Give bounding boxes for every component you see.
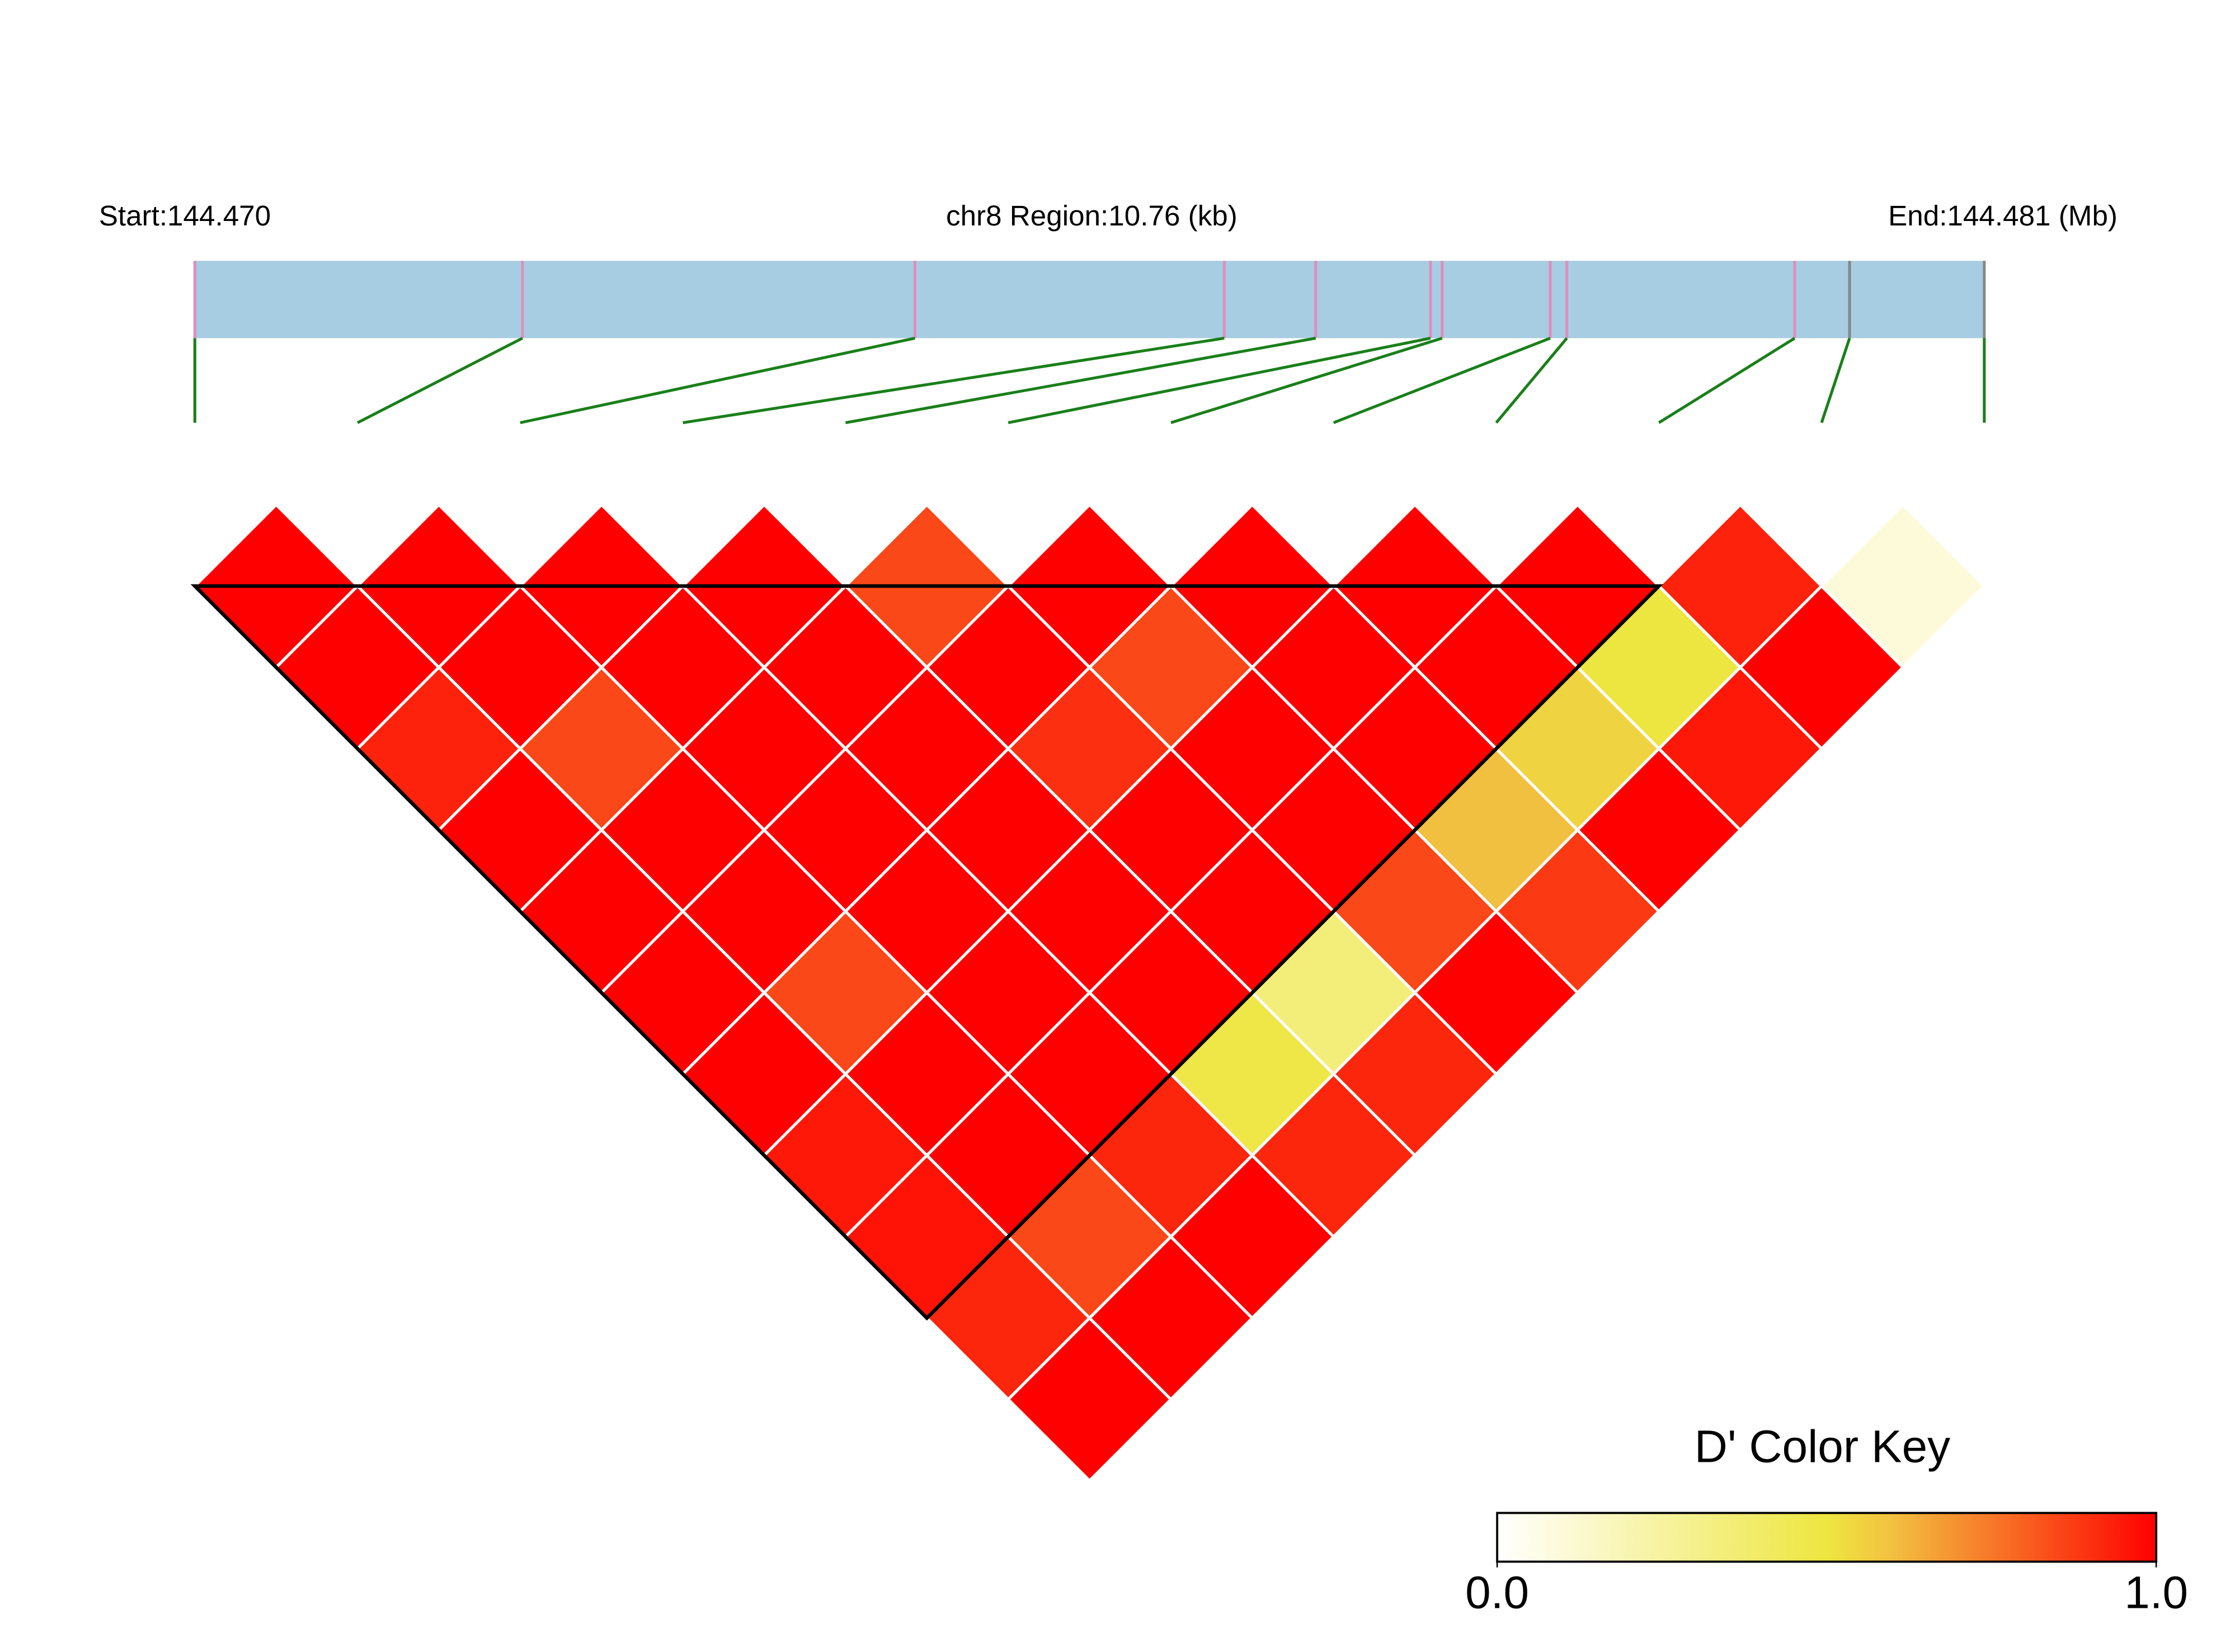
snp-connector: [520, 337, 915, 425]
snp-connector: [1658, 337, 1796, 424]
color-key-title: D' Color Key: [1695, 1421, 1950, 1472]
snp-connector: [1820, 337, 1851, 423]
start-label: Start:144.470: [99, 200, 271, 232]
snp-connector: [356, 337, 524, 424]
region-label: chr8 Region:10.76 (kb): [946, 200, 1238, 232]
color-key: [1496, 1512, 2158, 1563]
key-tick-label: 0.0: [1465, 1568, 1529, 1618]
snp-connector: [1008, 337, 1431, 425]
ld-cell: [1819, 502, 1987, 670]
snp-connector: [683, 336, 1225, 425]
snp-connector: [845, 336, 1316, 425]
snp-connector: [1495, 337, 1568, 424]
key-tick-label: 1.0: [2124, 1568, 2188, 1618]
region-bar: [195, 261, 1984, 338]
snp-connector: [1333, 337, 1551, 424]
snp-connector: [1170, 337, 1443, 425]
end-label: End:144.481 (Mb): [1888, 200, 2118, 232]
ld-block: [190, 584, 1664, 1321]
